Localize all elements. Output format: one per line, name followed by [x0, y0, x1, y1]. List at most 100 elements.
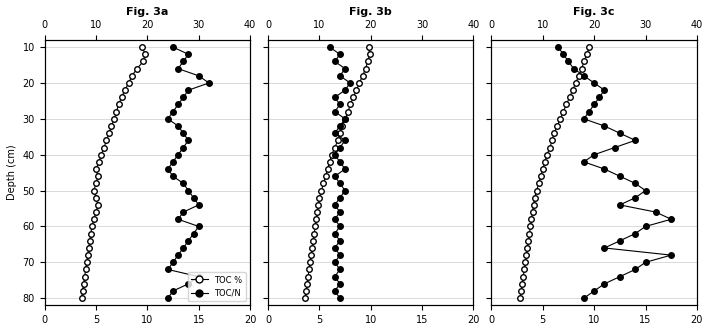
TOC %	[92, 196, 100, 200]
TOC %	[107, 124, 116, 128]
TOC %	[349, 95, 358, 99]
TOC %	[516, 296, 525, 300]
TOC/N	[611, 145, 619, 149]
TOC/N	[163, 167, 172, 171]
TOC %	[302, 282, 311, 286]
TOC %	[546, 145, 555, 149]
TOC %	[105, 131, 114, 135]
TOC %	[82, 260, 91, 264]
Legend: TOC %, TOC/N: TOC %, TOC/N	[187, 272, 246, 301]
TOC/N	[616, 203, 624, 207]
TOC %	[359, 74, 367, 78]
TOC %	[301, 296, 310, 300]
TOC %	[355, 81, 364, 85]
TOC/N	[174, 103, 182, 107]
TOC %	[520, 268, 528, 272]
TOC %	[517, 289, 525, 293]
TOC/N	[590, 289, 599, 293]
Line: TOC %: TOC %	[79, 44, 148, 301]
TOC %	[366, 52, 374, 56]
TOC/N	[184, 88, 192, 92]
TOC %	[117, 95, 126, 99]
TOC/N	[331, 153, 339, 157]
TOC/N	[331, 289, 339, 293]
TOC/N	[331, 275, 339, 279]
Line: TOC %: TOC %	[518, 44, 592, 301]
TOC/N	[195, 74, 203, 78]
Title: Fig. 3c: Fig. 3c	[574, 7, 615, 17]
TOC/N	[600, 124, 608, 128]
TOC/N	[331, 246, 339, 250]
TOC/N	[331, 232, 339, 236]
TOC %	[327, 153, 336, 157]
TOC/N	[590, 81, 599, 85]
TOC %	[334, 138, 342, 142]
TOC/N	[341, 67, 349, 71]
TOC/N	[336, 196, 344, 200]
Y-axis label: Depth (cm): Depth (cm)	[7, 145, 17, 201]
TOC/N	[616, 131, 624, 135]
TOC/N	[179, 181, 187, 185]
TOC/N	[325, 45, 334, 49]
TOC %	[542, 153, 551, 157]
TOC %	[550, 131, 558, 135]
TOC/N	[336, 224, 344, 228]
TOC %	[336, 131, 344, 135]
TOC/N	[174, 124, 182, 128]
TOC/N	[169, 160, 178, 164]
TOC %	[302, 289, 310, 293]
TOC %	[574, 74, 583, 78]
TOC %	[521, 260, 530, 264]
TOC %	[562, 103, 571, 107]
TOC %	[526, 224, 535, 228]
TOC %	[139, 59, 148, 63]
TOC/N	[331, 260, 339, 264]
TOC/N	[179, 95, 187, 99]
TOC %	[320, 181, 328, 185]
TOC %	[124, 81, 133, 85]
TOC/N	[336, 145, 344, 149]
TOC/N	[195, 224, 203, 228]
TOC/N	[169, 289, 178, 293]
TOC/N	[336, 210, 344, 214]
TOC/N	[600, 167, 608, 171]
TOC %	[537, 174, 545, 178]
TOC/N	[184, 239, 192, 243]
TOC %	[110, 117, 119, 121]
TOC/N	[190, 196, 198, 200]
TOC %	[518, 282, 527, 286]
TOC %	[138, 45, 146, 49]
TOC %	[78, 289, 87, 293]
TOC/N	[179, 246, 187, 250]
TOC/N	[341, 189, 349, 193]
TOC %	[100, 145, 109, 149]
TOC/N	[631, 181, 640, 185]
TOC/N	[667, 253, 675, 257]
TOC %	[528, 210, 537, 214]
TOC/N	[631, 138, 640, 142]
TOC/N	[163, 268, 172, 272]
TOC %	[346, 103, 354, 107]
TOC/N	[564, 59, 573, 63]
TOC/N	[336, 74, 344, 78]
TOC %	[364, 59, 372, 63]
TOC/N	[179, 59, 187, 63]
TOC %	[114, 103, 123, 107]
TOC %	[529, 203, 537, 207]
Line: TOC %: TOC %	[302, 44, 373, 301]
TOC/N	[600, 88, 608, 92]
Line: TOC/N: TOC/N	[555, 44, 674, 301]
TOC/N	[641, 224, 650, 228]
TOC/N	[195, 275, 203, 279]
TOC %	[579, 59, 588, 63]
Title: Fig. 3a: Fig. 3a	[126, 7, 168, 17]
TOC %	[92, 210, 100, 214]
TOC/N	[641, 189, 650, 193]
TOC %	[141, 52, 150, 56]
TOC %	[535, 181, 543, 185]
TOC/N	[331, 174, 339, 178]
TOC/N	[336, 268, 344, 272]
TOC/N	[641, 260, 650, 264]
TOC/N	[600, 246, 608, 250]
TOC %	[344, 110, 352, 114]
